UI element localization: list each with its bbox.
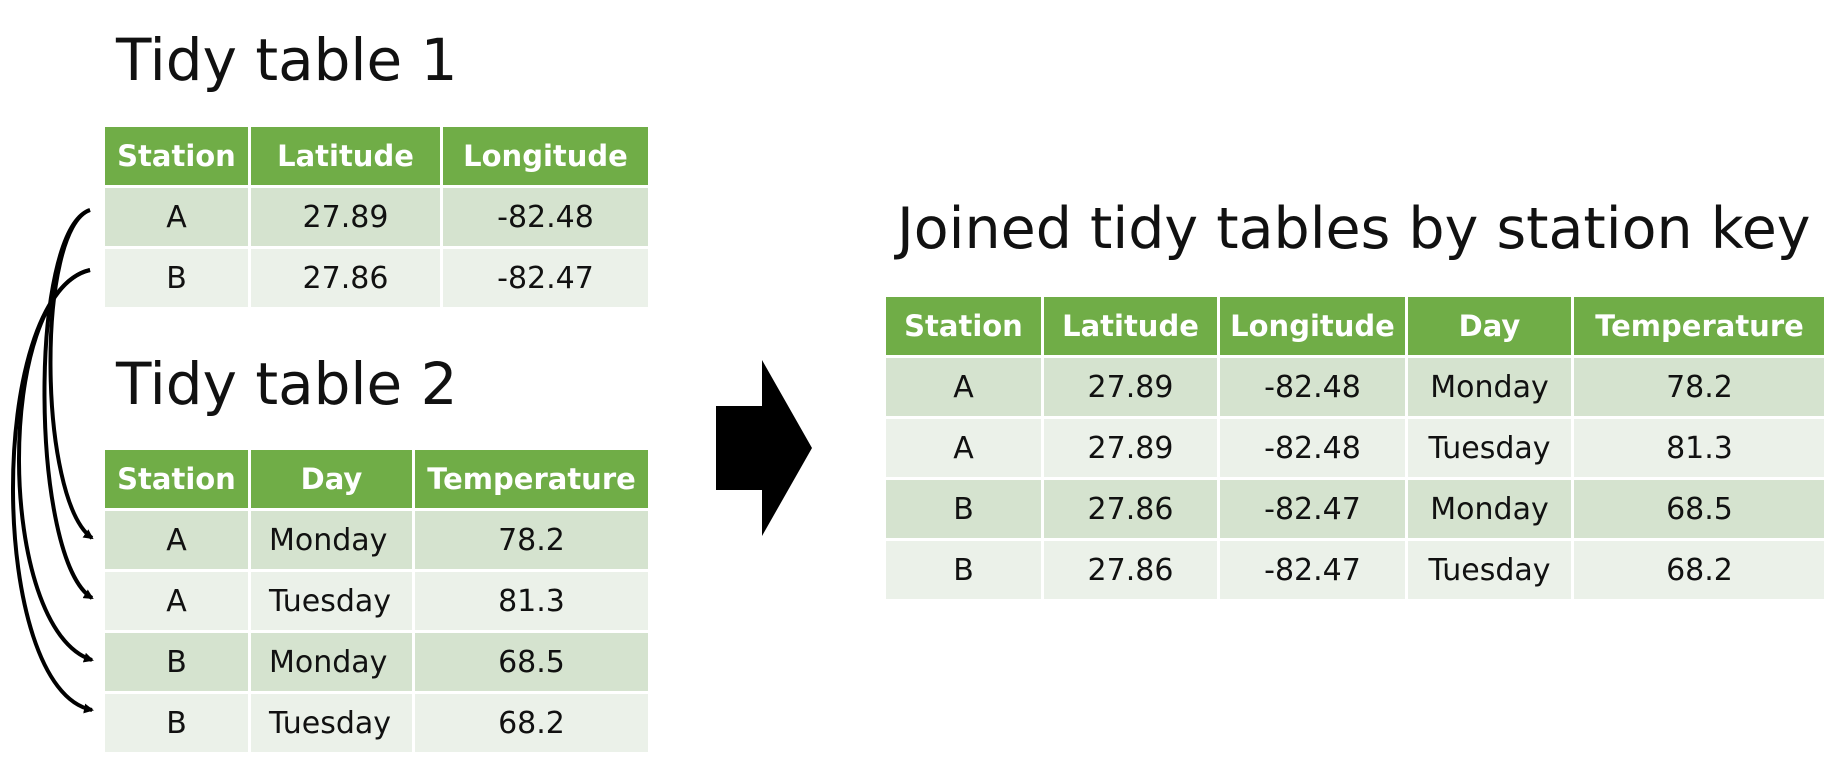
table-row: B Monday 68.5 (102, 630, 651, 694)
table-row: A Tuesday 81.3 (102, 569, 651, 633)
cell-temperature: 78.2 (412, 508, 651, 572)
table-row: A 27.89 -82.48 Monday 78.2 (883, 355, 1824, 419)
column-header-longitude: Longitude (440, 124, 651, 188)
cell-longitude: -82.48 (1217, 355, 1408, 419)
column-header-station: Station (883, 294, 1044, 358)
cell-temperature: 68.5 (1571, 477, 1824, 541)
table-row: A 27.89 -82.48 Tuesday 81.3 (883, 416, 1824, 480)
table-row: B 27.86 -82.47 (102, 246, 651, 310)
cell-day: Tuesday (1405, 416, 1574, 480)
link-arrow-b-tuesday (11, 268, 94, 714)
link-arrow-b-monday (17, 268, 94, 663)
cell-station: A (102, 185, 251, 249)
cell-longitude: -82.47 (440, 246, 651, 310)
cell-temperature: 68.2 (1571, 538, 1824, 602)
cell-latitude: 27.86 (1041, 477, 1220, 541)
key-link-arrows (11, 208, 94, 714)
cell-station: B (883, 477, 1044, 541)
cell-temperature: 78.2 (1571, 355, 1824, 419)
cell-day: Tuesday (1405, 538, 1574, 602)
cell-temperature: 68.2 (412, 691, 651, 755)
link-arrow-a-monday (48, 208, 94, 540)
cell-longitude: -82.48 (440, 185, 651, 249)
column-header-station: Station (102, 447, 251, 511)
column-header-day: Day (1405, 294, 1574, 358)
cell-station: A (102, 508, 251, 572)
cell-latitude: 27.89 (1041, 355, 1220, 419)
tidy-table-2: Station Day Temperature A Monday 78.2 A … (102, 447, 651, 755)
cell-longitude: -82.48 (1217, 416, 1408, 480)
right-arrow-icon (716, 360, 812, 536)
tidy-table-1: Station Latitude Longitude A 27.89 -82.4… (102, 124, 651, 310)
cell-station: B (102, 630, 251, 694)
cell-station: B (883, 538, 1044, 602)
column-header-temperature: Temperature (412, 447, 651, 511)
table-row: A Monday 78.2 (102, 508, 651, 572)
cell-latitude: 27.89 (248, 185, 443, 249)
joined-table: Station Latitude Longitude Day Temperatu… (883, 294, 1824, 602)
cell-longitude: -82.47 (1217, 477, 1408, 541)
cell-day: Tuesday (248, 569, 415, 633)
column-header-temperature: Temperature (1571, 294, 1824, 358)
cell-station: A (883, 355, 1044, 419)
link-arrow-a-tuesday (42, 208, 94, 600)
table-header-row: Station Day Temperature (102, 447, 651, 511)
cell-day: Monday (248, 630, 415, 694)
cell-station: A (883, 416, 1044, 480)
cell-latitude: 27.89 (1041, 416, 1220, 480)
table-header-row: Station Latitude Longitude (102, 124, 651, 188)
cell-day: Monday (248, 508, 415, 572)
cell-day: Monday (1405, 477, 1574, 541)
joined-table-title: Joined tidy tables by station key (897, 196, 1811, 262)
cell-day: Monday (1405, 355, 1574, 419)
column-header-day: Day (248, 447, 415, 511)
cell-longitude: -82.47 (1217, 538, 1408, 602)
cell-station: B (102, 691, 251, 755)
table2-title: Tidy table 2 (116, 350, 458, 418)
cell-temperature: 81.3 (1571, 416, 1824, 480)
cell-temperature: 81.3 (412, 569, 651, 633)
table-row: B 27.86 -82.47 Monday 68.5 (883, 477, 1824, 541)
cell-latitude: 27.86 (248, 246, 443, 310)
cell-temperature: 68.5 (412, 630, 651, 694)
column-header-latitude: Latitude (1041, 294, 1220, 358)
table-row: B Tuesday 68.2 (102, 691, 651, 755)
column-header-latitude: Latitude (248, 124, 443, 188)
column-header-station: Station (102, 124, 251, 188)
table1-title: Tidy table 1 (116, 26, 458, 94)
cell-station: A (102, 569, 251, 633)
column-header-longitude: Longitude (1217, 294, 1408, 358)
cell-day: Tuesday (248, 691, 415, 755)
cell-station: B (102, 246, 251, 310)
table-row: A 27.89 -82.48 (102, 185, 651, 249)
cell-latitude: 27.86 (1041, 538, 1220, 602)
table-row: B 27.86 -82.47 Tuesday 68.2 (883, 538, 1824, 602)
table-header-row: Station Latitude Longitude Day Temperatu… (883, 294, 1824, 358)
